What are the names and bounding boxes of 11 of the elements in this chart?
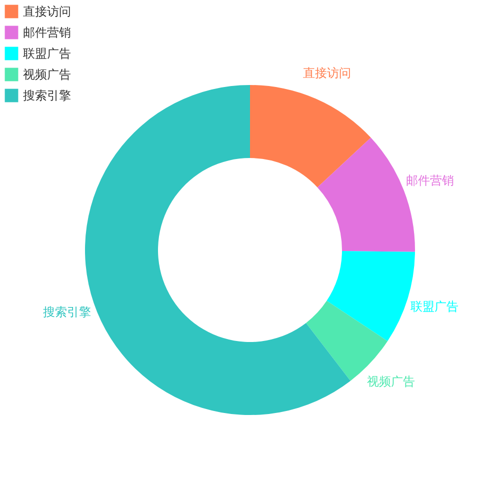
- legend-label: 直接访问: [23, 4, 71, 18]
- slice-label: 联盟广告: [410, 300, 458, 314]
- legend-label: 搜索引擎: [23, 88, 71, 102]
- legend-label: 视频广告: [23, 68, 71, 82]
- legend-label: 联盟广告: [23, 46, 71, 60]
- slice-label: 搜索引擎: [43, 305, 92, 320]
- donut-slice: [250, 85, 371, 188]
- slice-label: 直接访问: [303, 66, 352, 80]
- slice-label: 视频广告: [367, 374, 416, 389]
- slice-label: 邮件营销: [406, 173, 454, 188]
- legend-label: 邮件营销: [23, 26, 71, 40]
